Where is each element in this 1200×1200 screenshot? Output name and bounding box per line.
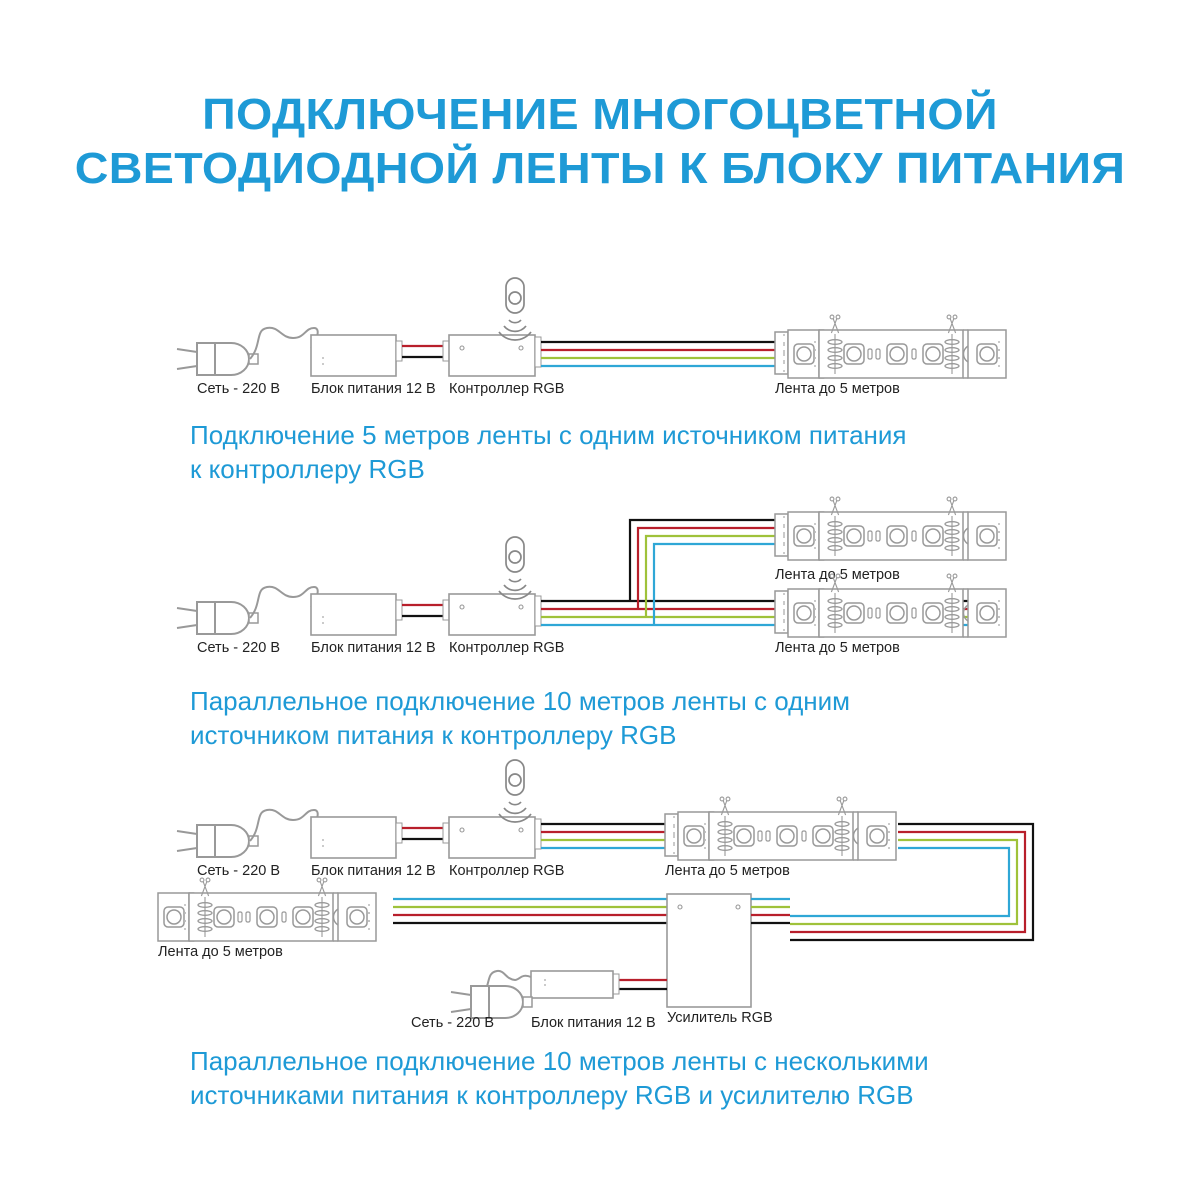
svg-text:Контроллер RGB: Контроллер RGB bbox=[449, 640, 564, 656]
svg-text:Лента до 5 метров: Лента до 5 метров bbox=[775, 567, 900, 583]
svg-text:Лента до 5 метров: Лента до 5 метров bbox=[158, 944, 283, 960]
svg-text:Лента до 5 метров: Лента до 5 метров bbox=[775, 381, 900, 397]
svg-text:Блок питания 12 В: Блок питания 12 В bbox=[311, 863, 436, 879]
svg-text:Сеть - 220 В: Сеть - 220 В bbox=[197, 381, 280, 397]
svg-text:Блок питания 12 В: Блок питания 12 В bbox=[311, 640, 436, 656]
svg-text:Контроллер RGB: Контроллер RGB bbox=[449, 863, 564, 879]
svg-text:Блок питания 12 В: Блок питания 12 В bbox=[531, 1015, 656, 1031]
svg-text:Лента до 5 метров: Лента до 5 метров bbox=[775, 640, 900, 656]
svg-text:Сеть - 220 В: Сеть - 220 В bbox=[197, 863, 280, 879]
svg-text:Контроллер RGB: Контроллер RGB bbox=[449, 381, 564, 397]
svg-text:Сеть - 220 В: Сеть - 220 В bbox=[197, 640, 280, 656]
svg-text:Усилитель RGB: Усилитель RGB bbox=[667, 1010, 773, 1026]
svg-text:Лента до 5 метров: Лента до 5 метров bbox=[665, 863, 790, 879]
svg-text:Блок питания 12 В: Блок питания 12 В bbox=[311, 381, 436, 397]
svg-text:Сеть - 220 В: Сеть - 220 В bbox=[411, 1015, 494, 1031]
